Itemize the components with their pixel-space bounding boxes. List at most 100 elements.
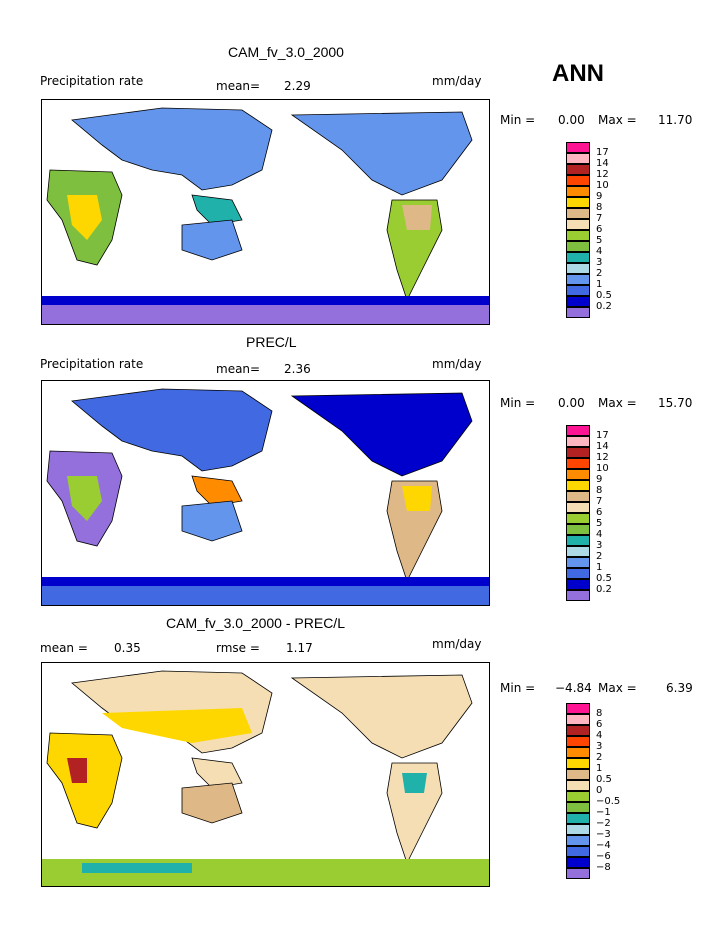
colorbar-label: 0.2	[596, 301, 612, 312]
panel3-australia	[181, 782, 243, 824]
panel2-map-svg	[42, 388, 489, 605]
colorbar-label: 1	[596, 562, 603, 573]
colorbar-swatch	[566, 469, 590, 480]
colorbar-label: 9	[596, 191, 603, 202]
colorbar-label: 5	[596, 235, 603, 246]
panel2-mean-value: 2.36	[284, 362, 311, 376]
colorbar-swatch	[566, 263, 590, 274]
colorbar-label: 7	[596, 496, 603, 507]
panel1-map	[41, 99, 490, 325]
colorbar-label: 3	[596, 741, 603, 752]
panel2-land	[42, 388, 489, 605]
colorbar-label: 14	[596, 441, 609, 452]
colorbar-swatch	[566, 307, 590, 318]
colorbar-swatch	[566, 703, 590, 714]
panel2-max-label: Max =	[598, 396, 637, 410]
panel1-antarctica-edge	[42, 305, 489, 324]
colorbar-label: 5	[596, 518, 603, 529]
colorbar-label: 4	[596, 730, 603, 741]
colorbar-swatch	[566, 252, 590, 263]
colorbar-label: 12	[596, 169, 609, 180]
colorbar-label: 8	[596, 202, 603, 213]
colorbar-swatch	[566, 868, 590, 879]
colorbar-label: 6	[596, 719, 603, 730]
colorbar-label: 10	[596, 180, 609, 191]
colorbar-swatch	[566, 714, 590, 725]
colorbar-swatch	[566, 579, 590, 590]
panel2-australia	[181, 500, 243, 542]
panel3-africa-core	[67, 758, 87, 783]
panel1-mean-value: 2.29	[284, 79, 311, 93]
panel2-max-value: 15.70	[658, 396, 693, 410]
panel3-rmse-value: 1.17	[286, 641, 313, 655]
colorbar-swatch	[566, 219, 590, 230]
colorbar-swatch	[566, 568, 590, 579]
colorbar-swatch	[566, 524, 590, 535]
panel3-samerica-core	[402, 773, 427, 793]
panel2-min-label: Min =	[500, 396, 536, 410]
colorbar-swatch	[566, 758, 590, 769]
panel3-land	[42, 670, 489, 886]
colorbar-swatch	[566, 186, 590, 197]
colorbar-swatch	[566, 513, 590, 524]
colorbar-label: −1	[596, 807, 611, 818]
panel3-seasia	[191, 757, 243, 789]
colorbar-label: 17	[596, 430, 609, 441]
colorbar-label: 0.5	[596, 573, 612, 584]
colorbar-swatch	[566, 802, 590, 813]
colorbar-label: 7	[596, 213, 603, 224]
panel2-left-label: Precipitation rate	[40, 357, 144, 371]
panel2-min-value: 0.00	[558, 396, 585, 410]
colorbar-swatch	[566, 491, 590, 502]
colorbar-swatch	[566, 846, 590, 857]
colorbar-swatch	[566, 835, 590, 846]
panel3-map-svg	[42, 670, 489, 886]
panel2-map	[41, 380, 490, 606]
colorbar-swatch	[566, 546, 590, 557]
colorbar-label: 1	[596, 279, 603, 290]
panel3-max-label: Max =	[598, 681, 637, 695]
colorbar-label: 8	[596, 485, 603, 496]
panel1-mean-label: mean=	[216, 79, 261, 93]
panel2-seasia	[191, 475, 243, 507]
panel2-mean-label: mean=	[216, 362, 261, 376]
colorbar-label: 17	[596, 147, 609, 158]
colorbar-swatch	[566, 230, 590, 241]
colorbar-label: −3	[596, 829, 611, 840]
colorbar-swatch	[566, 447, 590, 458]
colorbar-label: 6	[596, 507, 603, 518]
colorbar-label: 2	[596, 551, 603, 562]
panel3-eurasia-band	[102, 708, 252, 743]
panel2-samerica-core	[402, 486, 432, 511]
panel2-antarctica-edge	[42, 586, 489, 605]
colorbar-label: 1	[596, 763, 603, 774]
panel3-rmse-label: rmse =	[216, 641, 260, 655]
colorbar-label: 4	[596, 529, 603, 540]
panel1-seasia	[191, 194, 243, 226]
colorbar-label: 0.5	[596, 774, 612, 785]
panel2-eurasia	[71, 388, 273, 472]
colorbar-swatch	[566, 436, 590, 447]
colorbar-label: 9	[596, 474, 603, 485]
panel3-antarctica-edge	[82, 863, 192, 873]
colorbar-label: 3	[596, 257, 603, 268]
colorbar-label: 2	[596, 268, 603, 279]
colorbar-label: 10	[596, 463, 609, 474]
colorbar-swatch	[566, 153, 590, 164]
colorbar-swatch	[566, 164, 590, 175]
panel1-australia	[181, 219, 243, 261]
panel2-africa-core	[67, 476, 102, 521]
colorbar-label: −2	[596, 818, 611, 829]
colorbar-swatch	[566, 769, 590, 780]
colorbar-swatch	[566, 813, 590, 824]
panel3-samerica	[386, 762, 443, 865]
panel3-namerica	[290, 674, 473, 759]
panel1-samerica-core	[402, 205, 432, 230]
colorbar-swatch	[566, 780, 590, 791]
panel3-title: CAM_fv_3.0_2000 - PREC/L	[166, 615, 345, 631]
colorbar-label: 14	[596, 158, 609, 169]
colorbar-swatch	[566, 857, 590, 868]
colorbar-swatch	[566, 725, 590, 736]
panel1-namerica	[290, 111, 473, 196]
panel1-eurasia	[71, 107, 273, 191]
